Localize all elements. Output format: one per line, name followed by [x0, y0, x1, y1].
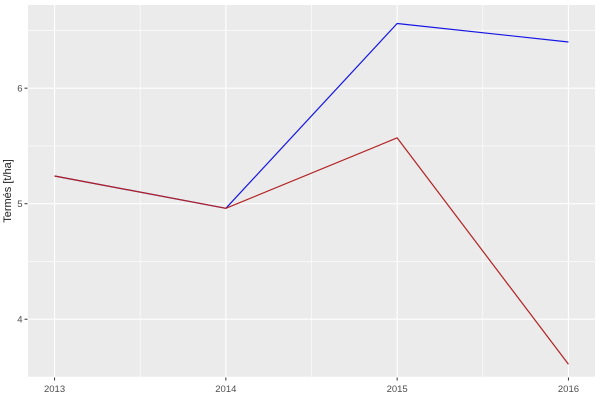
chart-plot-area: 2013 2014 2015 2016 4 5 6	[17, 5, 595, 395]
y-axis-title: Termés [t/ha]	[2, 159, 14, 223]
y-tick-label: 5	[17, 199, 22, 210]
x-tick-label: 2014	[215, 384, 236, 395]
x-tick-label: 2016	[558, 384, 579, 395]
y-tick-label: 4	[17, 315, 22, 326]
series-red	[54, 137, 569, 365]
x-tick-label: 2013	[44, 384, 65, 395]
y-tick-label: 6	[17, 84, 22, 95]
x-tick-label: 2015	[387, 384, 408, 395]
